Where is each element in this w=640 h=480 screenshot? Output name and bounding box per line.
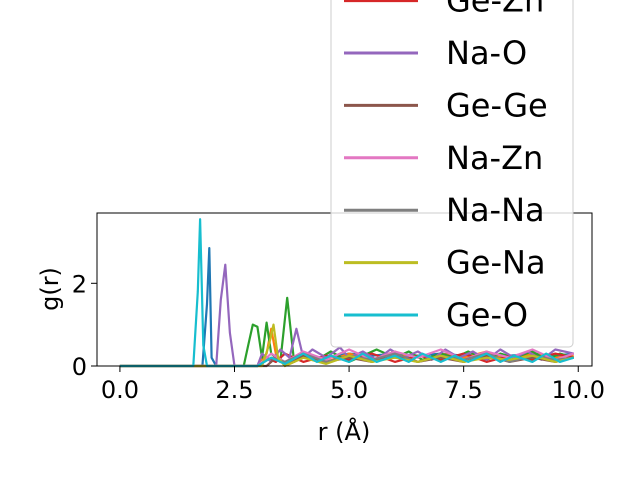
x-tick-label: 7.5	[445, 376, 483, 404]
series-line-ge-o	[119, 218, 575, 368]
x-tick-label: 5.0	[330, 376, 368, 404]
y-axis-ticks: 02	[72, 270, 97, 381]
legend-label-na-na: Na-Na	[446, 191, 545, 229]
series-line-ge-na	[119, 323, 574, 368]
legend-label-na-o: Na-O	[446, 34, 527, 72]
legend-label-na-zn: Na-Zn	[446, 139, 543, 177]
legend-label-ge-zn: Ge-Zn	[446, 0, 544, 20]
x-tick-label: 0.0	[101, 376, 139, 404]
legend: Ge-Zn Na-O Ge-Ge Na-Zn Na-Na Ge-Na Ge-O	[330, 0, 574, 348]
x-tick-label: 2.5	[215, 376, 253, 404]
legend-label-ge-na: Ge-Na	[446, 244, 546, 282]
x-axis-label: r (Å)	[318, 417, 371, 446]
legend-box	[330, 0, 574, 348]
x-tick-label: 10.0	[552, 376, 605, 404]
legend-label-ge-ge: Ge-Ge	[446, 86, 548, 124]
x-axis-ticks: 0.0 2.5 5.0 7.5 10.0	[101, 366, 605, 404]
y-tick-label: 2	[72, 270, 87, 298]
legend-label-ge-o: Ge-O	[446, 296, 528, 334]
y-axis-label: g(r)	[36, 267, 64, 311]
y-tick-label: 0	[72, 353, 87, 381]
